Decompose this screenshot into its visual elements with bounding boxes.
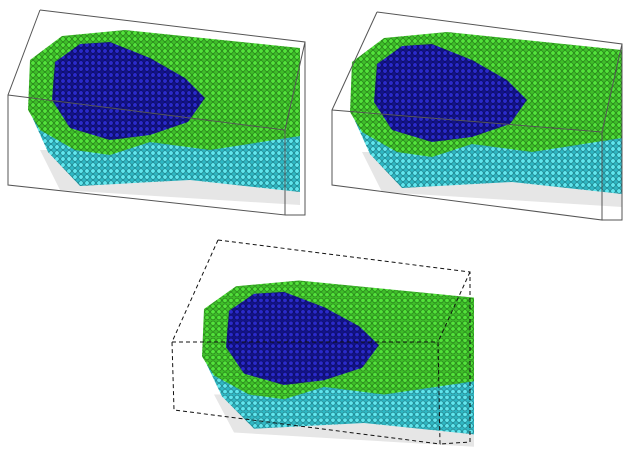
terrain: [202, 281, 474, 447]
rendering-figure: [0, 0, 626, 449]
panel-top-right: [332, 12, 622, 220]
panel-bottom: [172, 240, 474, 447]
terrain: [350, 32, 622, 207]
page: [0, 0, 626, 449]
terrain: [28, 30, 300, 205]
panel-top-left: [8, 10, 305, 215]
